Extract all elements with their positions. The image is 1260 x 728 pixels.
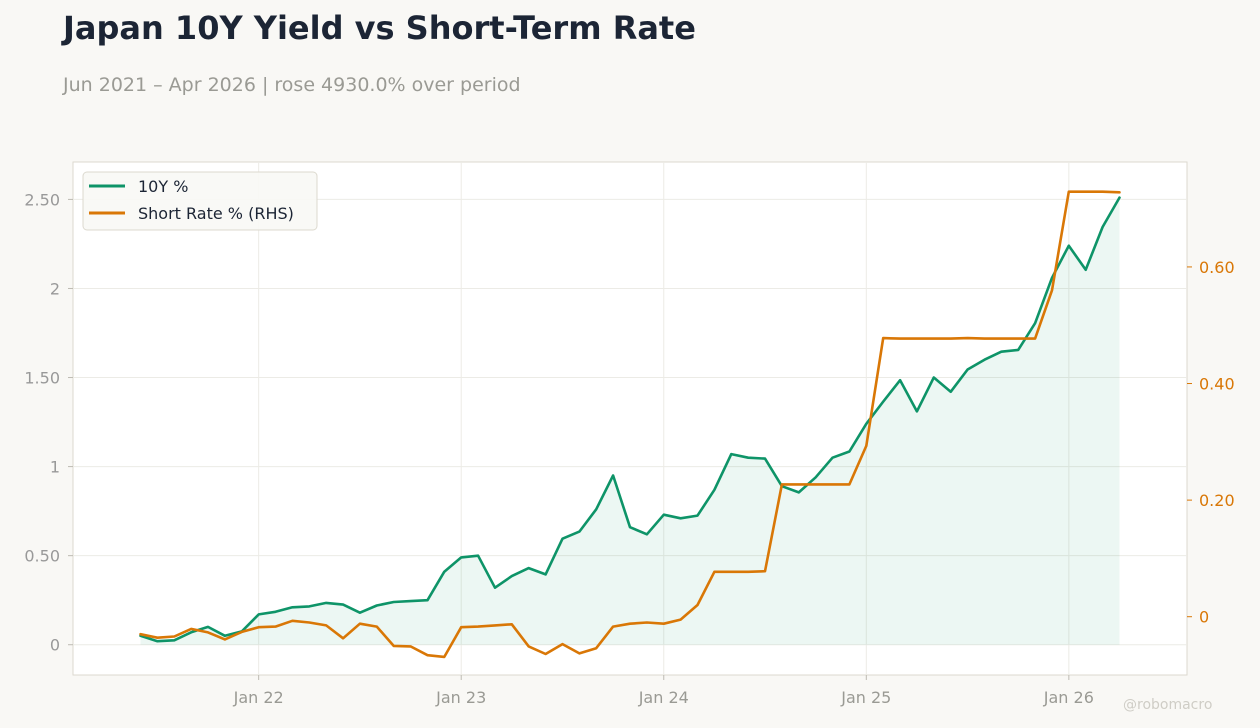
x-tick-label: Jan 22: [233, 688, 284, 707]
x-tick-label: Jan 25: [840, 688, 891, 707]
y-left-tick-label: 1: [50, 458, 60, 477]
y-left-tick-label: 1.50: [24, 369, 60, 388]
y-left-tick-label: 2.50: [24, 190, 60, 209]
series-area-10y: [140, 197, 1120, 645]
legend-label-short-rate: Short Rate % (RHS): [138, 204, 294, 223]
axes: Jan 22 Jan 23 Jan 24 Jan 25 Jan 26 0 0.50 1 1.50…: [24, 190, 1234, 707]
y-right-tick-label: 0.40: [1199, 375, 1235, 394]
chart-title: Japan 10Y Yield vs Short-Term Rate: [63, 9, 696, 47]
legend: 10Y % Short Rate % (RHS): [82, 171, 318, 231]
legend-box: [82, 171, 318, 231]
y-right-tick-label: 0.60: [1199, 258, 1235, 277]
y-left-tick-label: 2: [50, 279, 60, 298]
series-line-short-rate: [139, 190, 1121, 659]
chart-subtitle: Jun 2021 – Apr 2026 | rose 4930.0% over …: [63, 74, 521, 96]
x-tick-label: Jan 26: [1043, 688, 1094, 707]
series-layer: [139, 190, 1121, 659]
y-right-tick-label: 0: [1199, 608, 1209, 627]
credit-watermark: @robomacro: [1123, 697, 1213, 713]
y-right-tick-label: 0.20: [1199, 491, 1235, 510]
y-left-tick-label: 0.50: [24, 547, 60, 566]
x-tick-label: Jan 23: [435, 688, 486, 707]
y-left-tick-label: 0: [50, 636, 60, 655]
legend-label-10y: 10Y %: [138, 177, 188, 196]
x-tick-label: Jan 24: [638, 688, 689, 707]
grid: [73, 162, 1187, 675]
series-line-10y: [139, 196, 1121, 643]
